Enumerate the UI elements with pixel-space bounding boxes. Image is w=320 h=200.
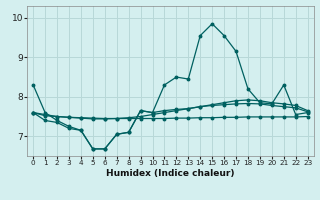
X-axis label: Humidex (Indice chaleur): Humidex (Indice chaleur) bbox=[106, 169, 235, 178]
